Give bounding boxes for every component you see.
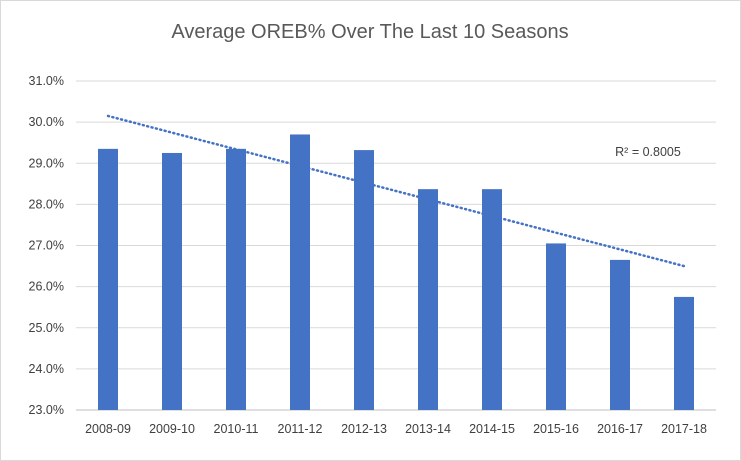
chart-title: Average OREB% Over The Last 10 Seasons <box>171 21 568 43</box>
gridlines <box>76 80 716 411</box>
x-tick-label: 2012-13 <box>341 422 387 436</box>
bar <box>610 259 630 410</box>
x-tick-label: 2011-12 <box>278 422 323 436</box>
x-tick-label: 2013-14 <box>405 422 451 436</box>
y-tick-label: 30.0% <box>29 115 64 129</box>
x-tick-label: 2015-16 <box>533 422 579 436</box>
y-tick-label: 23.0% <box>29 403 64 417</box>
x-tick-label: 2014-15 <box>469 422 515 436</box>
bar <box>482 189 502 410</box>
x-axis-ticks: 2008-09 2009-10 2010-11 2011-12 2012-13 2013-… <box>85 422 707 436</box>
r-squared-label: R² = 0.8005 <box>615 145 681 159</box>
bar <box>674 296 694 410</box>
x-tick-label: 2016-17 <box>597 422 643 436</box>
y-tick-label: 31.0% <box>29 74 64 88</box>
bar <box>162 152 182 410</box>
bar <box>354 150 374 410</box>
y-axis-ticks: 23.0% 24.0% 25.0% 26.0% 27.0% 28.0% 29.0% 30.0%… <box>29 74 64 417</box>
x-tick-label: 2010-11 <box>214 422 259 436</box>
x-tick-label: 2017-18 <box>661 422 707 436</box>
trendline-group: R² = 0.8005 <box>106 114 686 268</box>
bar <box>290 134 310 410</box>
y-tick-label: 27.0% <box>29 239 64 253</box>
y-tick-label: 29.0% <box>29 156 64 170</box>
bar <box>418 189 438 410</box>
y-tick-label: 28.0% <box>29 197 64 211</box>
x-tick-label: 2009-10 <box>149 422 195 436</box>
y-tick-label: 24.0% <box>29 362 64 376</box>
x-tick-label: 2008-09 <box>85 422 131 436</box>
y-tick-label: 25.0% <box>29 321 64 335</box>
bar <box>226 148 246 410</box>
bar <box>98 148 118 410</box>
bar <box>546 243 566 410</box>
y-tick-label: 26.0% <box>29 280 64 294</box>
trendline <box>106 114 686 268</box>
bars <box>98 134 694 410</box>
